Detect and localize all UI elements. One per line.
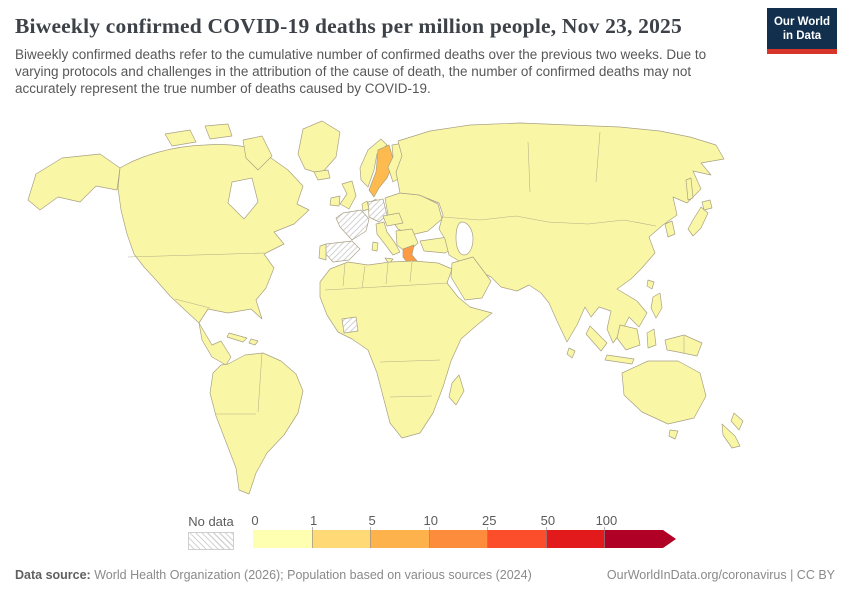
country-portugal [318, 243, 327, 261]
country-greenland [297, 120, 341, 175]
country-cuba [226, 332, 248, 343]
country-italy [375, 221, 401, 256]
legend-tick-label: 5 [368, 513, 376, 528]
legend-segment [428, 530, 488, 548]
island-tasmania [668, 429, 679, 440]
chart-subtitle: Biweekly confirmed deaths refer to the c… [15, 47, 707, 96]
island-new-guinea [664, 334, 703, 357]
country-spain [324, 240, 361, 263]
country-australia [621, 360, 707, 425]
hudson-bay [227, 177, 259, 220]
legend-tick-label: 50 [540, 513, 556, 528]
island-taiwan [646, 279, 655, 290]
data-source-label: Data source: [15, 568, 91, 582]
legend-tick-label: 0 [251, 513, 259, 528]
continent-south-america [209, 352, 304, 495]
island-sakhalin [685, 177, 694, 201]
footer: Data source: World Health Organization (… [15, 568, 835, 582]
owid-logo-line2: in Data [782, 30, 822, 43]
continent-north-america [117, 144, 310, 324]
header: Biweekly confirmed COVID-19 deaths per m… [15, 14, 750, 97]
legend-tick-mark [545, 527, 547, 548]
country-germany [367, 198, 388, 223]
legend-tick-mark [428, 527, 430, 548]
region-benelux [361, 200, 370, 212]
legend-tick-mark [311, 527, 313, 548]
legend-segment [253, 530, 312, 548]
map-area [0, 112, 850, 505]
island-sicily [384, 257, 394, 265]
data-source: Data source: World Health Organization (… [15, 568, 532, 582]
country-japan [687, 206, 709, 237]
country-france [335, 209, 370, 241]
legend-no-data: No data [188, 514, 234, 550]
owid-logo-line1: Our World [773, 16, 830, 28]
country-borders [127, 131, 685, 415]
country-ireland [329, 195, 341, 207]
arctic-island [164, 129, 197, 147]
island-madagascar [448, 374, 465, 406]
island-sulawesi [646, 328, 657, 349]
island-sumatra [585, 325, 608, 352]
owid-logo: Our World in Data [767, 8, 837, 54]
region-arabia [450, 256, 492, 301]
island-java [604, 354, 635, 365]
legend-segment [370, 530, 429, 548]
island-borneo [616, 324, 641, 351]
country-cote-divoire [341, 316, 359, 334]
arctic-island [204, 123, 233, 140]
legend-tick-label: 1 [309, 513, 318, 528]
legend-color-bar: 0 1 5 10 25 50 100 [251, 513, 676, 548]
country-alaska [27, 153, 121, 211]
legend-no-data-swatch [188, 532, 234, 550]
footer-link[interactable]: OurWorldInData.org/coronavirus | CC BY [606, 568, 835, 582]
page-title: Biweekly confirmed COVID-19 deaths per m… [15, 14, 682, 38]
nz-south-island [721, 423, 741, 449]
island-hokkaido [701, 199, 713, 211]
legend-tick-label: 25 [482, 513, 497, 528]
legend-segment [311, 530, 371, 548]
island-sardinia [371, 241, 379, 252]
nz-north-island [730, 412, 744, 431]
country-philippines [650, 292, 663, 319]
legend-tick-label: 10 [423, 513, 438, 528]
data-source-text: World Health Organization (2026); Popula… [90, 568, 532, 582]
country-south-korea [664, 220, 676, 238]
legend: 0 1 5 10 25 50 100 [251, 513, 676, 548]
island-sri-lanka [566, 347, 576, 359]
region-alpine-europe [382, 212, 404, 227]
legend-tick-mark [604, 527, 606, 548]
legend-no-data-label: No data [188, 514, 234, 529]
world-map [27, 120, 744, 495]
legend-tick-label: 100 [595, 513, 618, 528]
legend-tick-mark [487, 527, 489, 548]
island-baffin [242, 135, 273, 171]
legend-segment [604, 530, 664, 548]
continent-africa [319, 260, 493, 439]
legend-arrow [663, 530, 676, 548]
caspian-sea [455, 221, 474, 256]
country-sweden [368, 144, 395, 198]
country-united-kingdom [339, 180, 357, 210]
legend-segment [487, 530, 546, 548]
country-iceland [313, 169, 331, 181]
legend-segment [545, 530, 605, 548]
legend-tick-mark [370, 527, 372, 548]
region-central-america [198, 322, 232, 366]
island-hispaniola [248, 338, 259, 346]
